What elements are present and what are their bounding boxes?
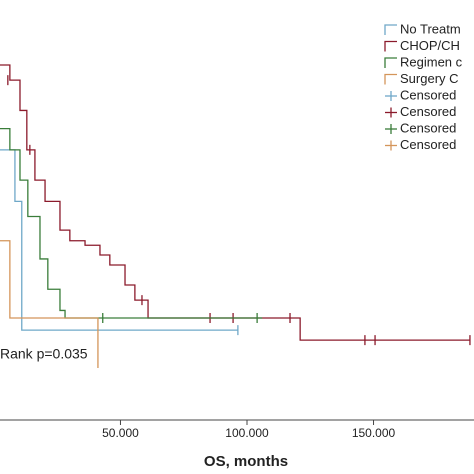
legend-label: Censored (400, 104, 456, 119)
survival-curve (0, 240, 99, 368)
legend-label: Surgery C (400, 71, 459, 86)
x-tick-label: 50.000 (102, 426, 139, 440)
x-tick-label: 100.000 (225, 426, 269, 440)
legend-swatch (384, 73, 397, 85)
legend-swatch (384, 40, 397, 52)
legend-label: Censored (400, 87, 456, 102)
survival-curve (0, 64, 470, 341)
legend-label: Censored (400, 137, 456, 152)
x-axis-label: OS, months (204, 453, 288, 470)
legend-swatch (384, 57, 397, 68)
legend-label: Regimen c (400, 54, 463, 69)
legend-swatch (384, 24, 397, 35)
x-tick-label: 150.000 (352, 426, 396, 440)
legend-label: CHOP/CH (400, 38, 460, 53)
legend-label: Censored (400, 120, 456, 135)
survival-curve (0, 149, 238, 331)
plot-area (0, 64, 471, 368)
survival-curve (0, 127, 263, 319)
legend-label: No Treatm (400, 21, 461, 36)
annotation: Rank p=0.035 (0, 346, 88, 362)
